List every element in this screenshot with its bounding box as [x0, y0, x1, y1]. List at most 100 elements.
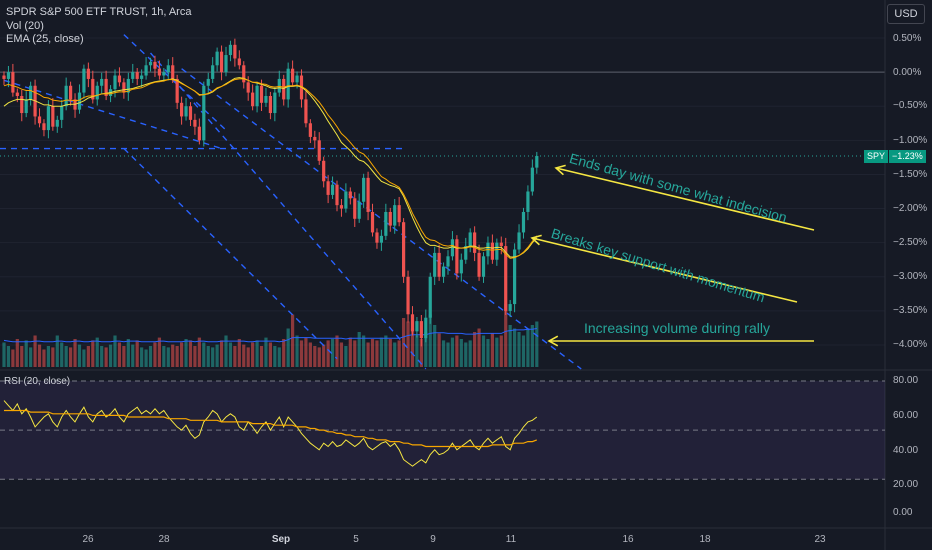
volume-bar — [20, 346, 24, 367]
candle — [326, 175, 330, 204]
volume-bar — [419, 339, 423, 367]
candle-body — [246, 82, 250, 93]
candle-body — [15, 92, 19, 96]
volume-bar — [126, 339, 130, 367]
volume-bar — [206, 346, 210, 367]
volume-bar — [264, 337, 268, 367]
x-tick: 26 — [82, 534, 94, 545]
price-tick: −0.50% — [893, 100, 928, 111]
volume-bar — [450, 337, 455, 367]
price-tick: −3.00% — [893, 271, 928, 282]
volume-bar — [77, 344, 82, 367]
candle-body — [42, 123, 46, 131]
candle-body — [424, 317, 428, 339]
candle — [206, 72, 210, 94]
candle — [348, 187, 352, 205]
candle-body — [224, 55, 228, 73]
candle — [60, 100, 64, 129]
candle-body — [60, 106, 64, 120]
candle — [370, 203, 375, 237]
candle-body — [481, 256, 486, 277]
candle — [424, 309, 428, 343]
candle — [419, 314, 423, 347]
candle — [339, 199, 344, 217]
channel-line — [3, 79, 222, 150]
candle — [166, 59, 170, 81]
candle-body — [91, 78, 95, 100]
price-tick: −1.50% — [893, 169, 928, 180]
candle — [375, 228, 379, 249]
price-tick: −2.00% — [893, 203, 928, 214]
candle — [251, 84, 255, 111]
candle — [441, 262, 446, 283]
annotation-volume: Increasing volume during rally — [584, 320, 770, 336]
candle-body — [55, 119, 59, 127]
volume-bar — [15, 339, 19, 367]
candle — [126, 72, 130, 101]
candle-body — [441, 266, 446, 277]
candle — [95, 81, 99, 106]
volume-bar — [224, 335, 228, 367]
candle-body — [375, 232, 379, 243]
arrow-volume — [547, 335, 814, 347]
candle-body — [521, 211, 526, 233]
candle — [397, 196, 401, 227]
volume-bar — [255, 340, 259, 367]
volume-bar — [291, 314, 295, 367]
rsi-legend: RSI (20, close) — [4, 376, 71, 387]
volume-bar — [402, 318, 406, 367]
candle — [455, 235, 459, 280]
candle-body — [326, 181, 330, 195]
volume-bar — [153, 342, 157, 367]
candle — [20, 89, 24, 122]
x-tick: 23 — [814, 534, 826, 545]
candle-body — [162, 72, 166, 76]
candle — [24, 91, 28, 118]
volume-bar — [521, 335, 526, 367]
candle — [464, 237, 468, 264]
candle-body — [268, 95, 272, 114]
candle-body — [228, 44, 233, 56]
volume-bar — [211, 347, 215, 367]
candle-body — [175, 78, 179, 103]
candle-body — [437, 252, 441, 277]
candle-body — [135, 72, 139, 79]
arrow-head — [547, 335, 559, 347]
volume-bar — [46, 346, 50, 367]
volume-bar — [166, 347, 170, 367]
candle-body — [140, 75, 144, 79]
volume-bar — [91, 340, 95, 367]
candle-body — [233, 44, 237, 59]
volume-bar — [277, 347, 281, 367]
candle-body — [206, 78, 210, 86]
volume-bar — [481, 335, 486, 367]
volume-bar — [86, 346, 90, 367]
candle-body — [122, 82, 126, 93]
candle-body — [339, 205, 344, 209]
candle — [410, 306, 415, 336]
volume-bar — [388, 339, 392, 367]
volume-bar — [384, 335, 388, 367]
candle — [153, 55, 157, 77]
candle — [29, 81, 33, 106]
volume-bar — [51, 347, 55, 367]
volume-bar — [108, 344, 113, 367]
volume-bar — [375, 340, 379, 367]
volume-bar — [193, 346, 197, 367]
candle — [313, 130, 317, 149]
candle-body — [282, 78, 286, 100]
volume-bar — [259, 346, 264, 367]
volume-bar — [162, 346, 166, 367]
candle-body — [193, 119, 197, 127]
candle — [535, 151, 539, 174]
candle-body — [104, 78, 108, 96]
candle-body — [433, 252, 437, 277]
price-badge: SPY −1.23% — [864, 150, 926, 163]
volume-bar — [273, 346, 277, 367]
currency-button[interactable]: USD — [887, 4, 925, 24]
ema-line — [3, 78, 538, 259]
candle-body — [157, 68, 161, 76]
badge-value: −1.23% — [889, 150, 926, 163]
